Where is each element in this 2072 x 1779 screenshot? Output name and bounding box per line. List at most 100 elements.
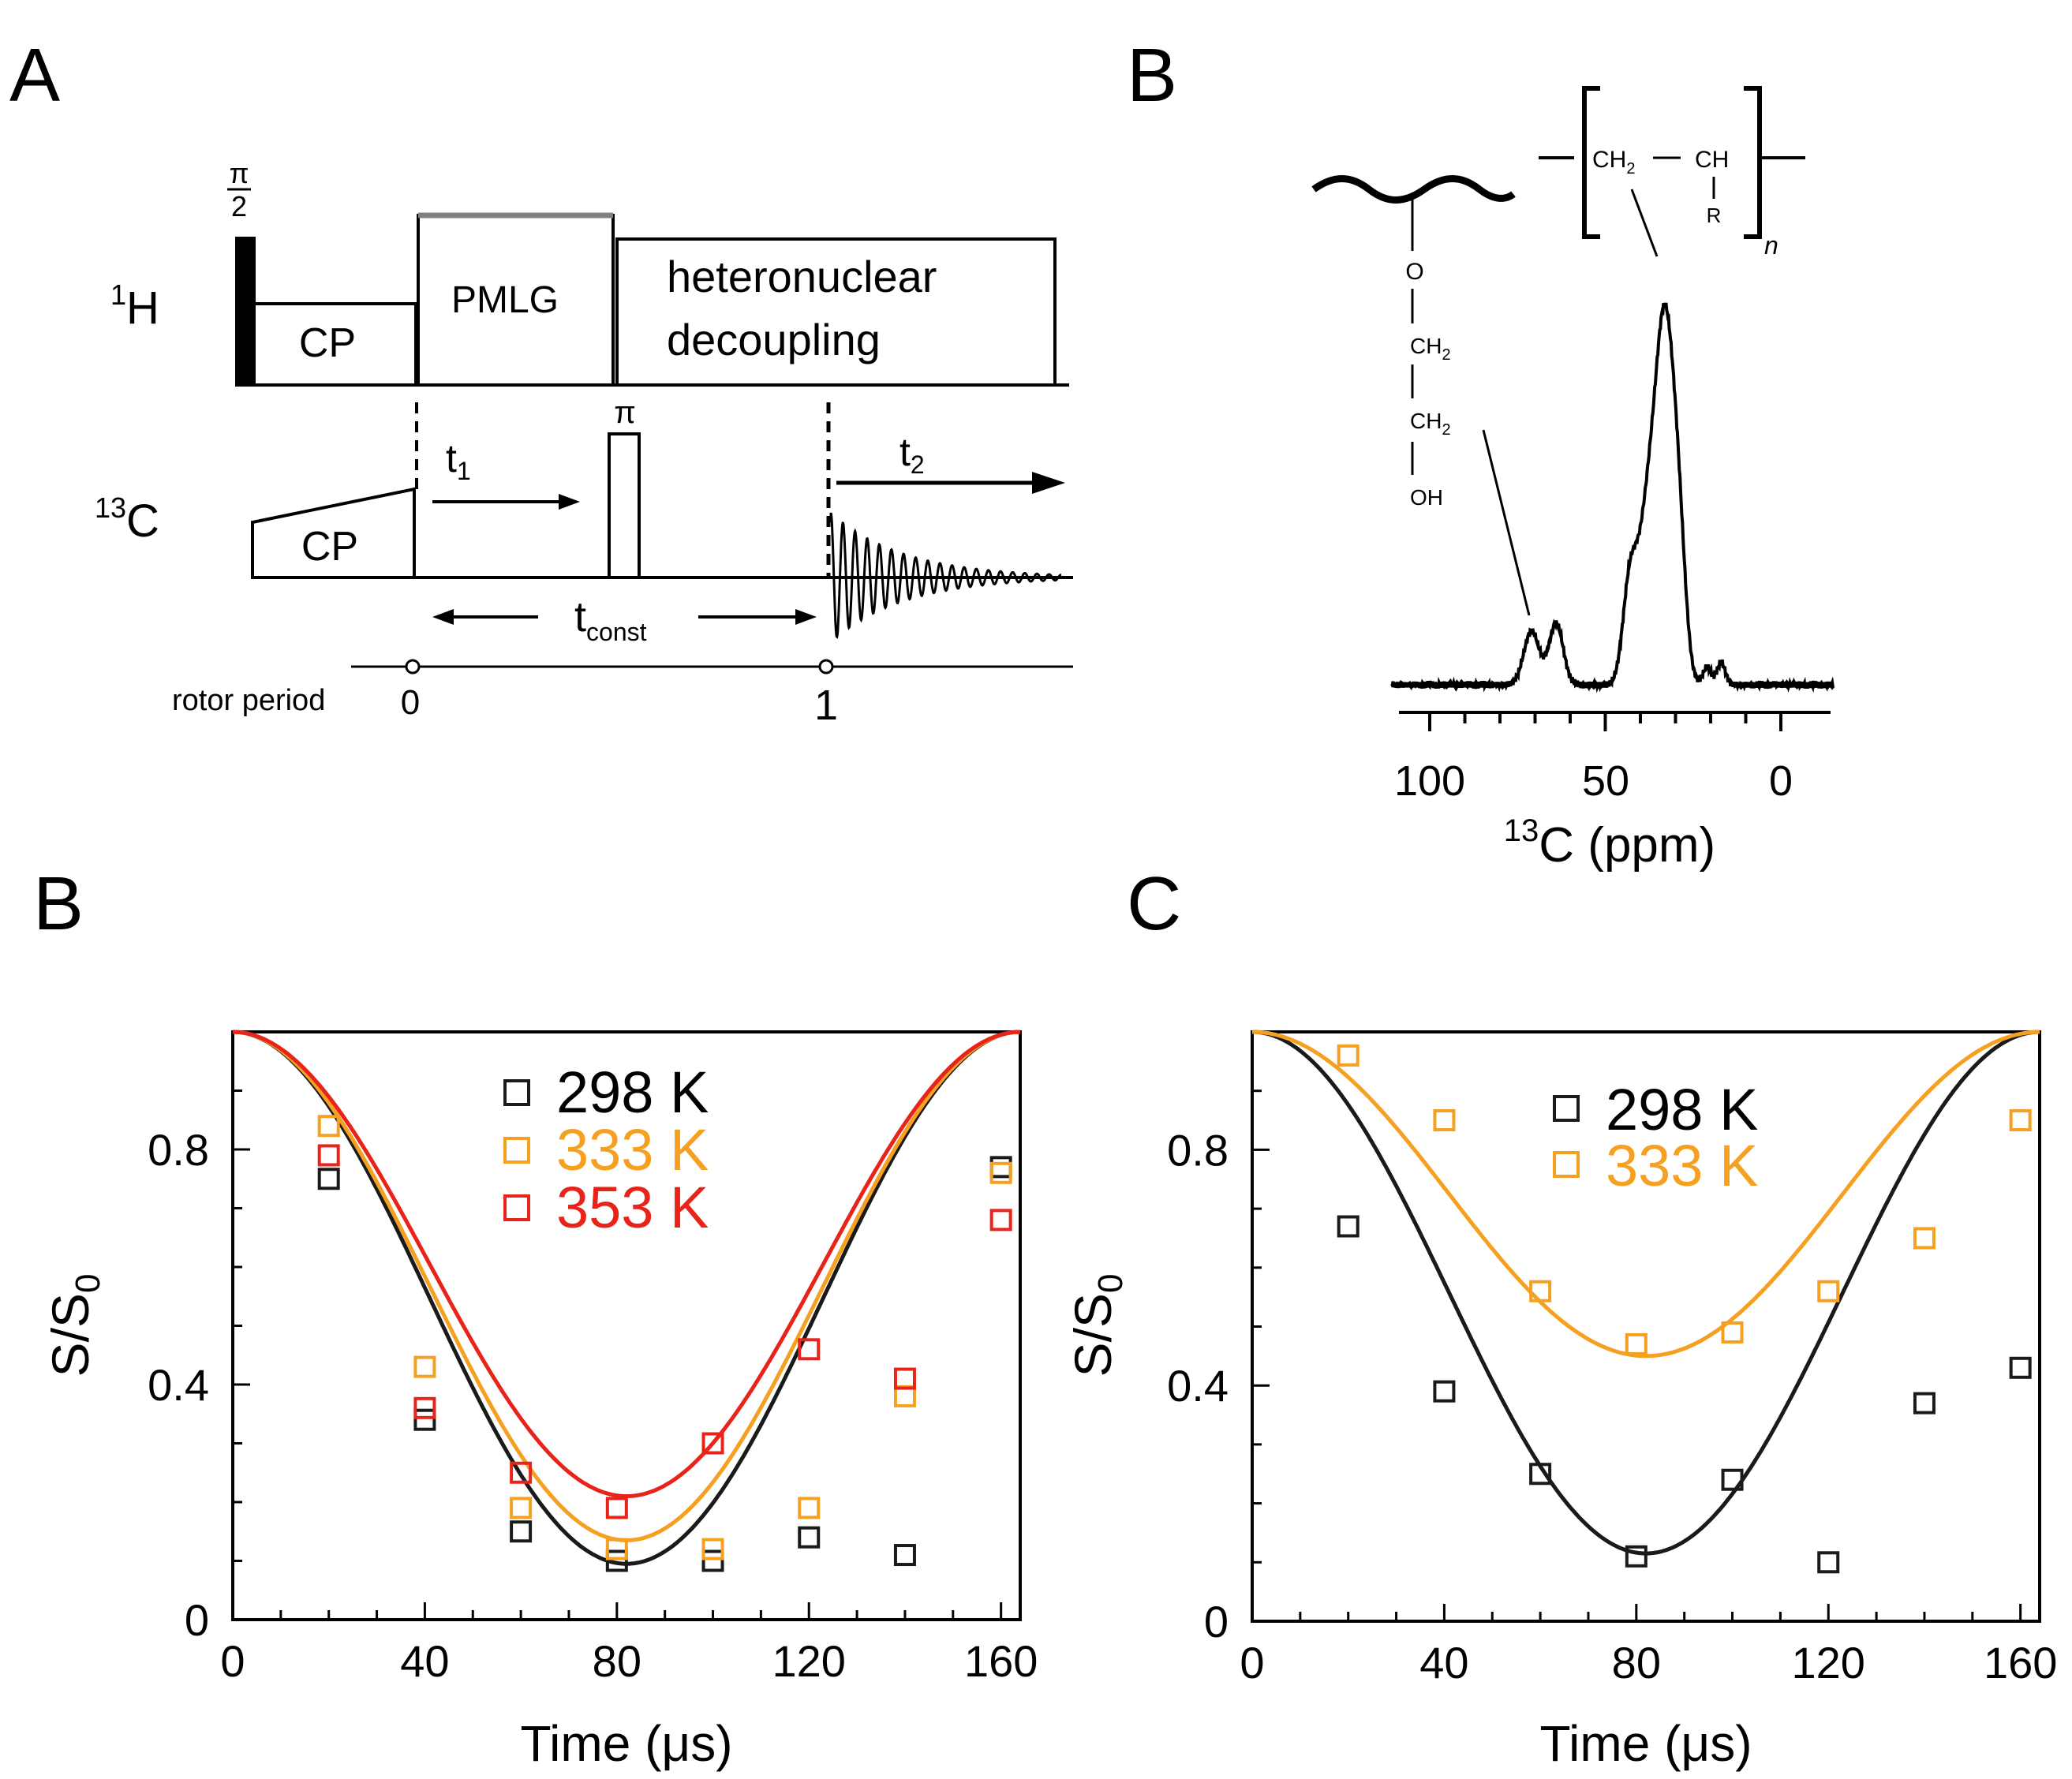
rotor-marker-1 <box>818 659 834 675</box>
chart-c-point-333 <box>1625 1332 1648 1355</box>
spectrum-tick-marks <box>1428 712 1782 731</box>
chart-c-point-333 <box>1913 1227 1935 1250</box>
chart-c-point-298 <box>1721 1468 1744 1491</box>
chart-b-x-label: Time (μs) <box>520 1715 732 1772</box>
cp-label-1h: CP <box>299 320 356 366</box>
chart-b: 0 40 80 120 160 0 0.4 0.8 Time (μs) S/S0… <box>41 1030 1038 1772</box>
chart-b-x-tick: 80 <box>593 1636 641 1686</box>
chart-c-point-298 <box>1337 1215 1360 1238</box>
chart-b-legend: 298 K 333 K 353 K <box>503 1060 709 1240</box>
chart-c-legend-label-298: 298 K <box>1606 1077 1758 1142</box>
pi-pulse-label: π <box>614 395 636 430</box>
chart-b-legend-label-298: 298 K <box>556 1060 709 1125</box>
chart-c-x-tick: 0 <box>1240 1638 1264 1687</box>
chart-c-x-label: Time (μs) <box>1539 1715 1752 1772</box>
chart-b-x-tick: 40 <box>400 1636 449 1686</box>
chart-c-fit-curve-333 <box>1252 1030 2040 1359</box>
chart-b-legend-marker-353 <box>503 1194 530 1221</box>
chart-b-y-tick: 0.8 <box>148 1125 209 1175</box>
chart-b-x-tick: 0 <box>220 1636 245 1686</box>
panel-label-b-top: B <box>1127 33 1177 118</box>
chart-c-point-298 <box>1433 1380 1456 1403</box>
chart-b-points <box>317 1115 1012 1572</box>
chart-b-point-353 <box>798 1338 821 1361</box>
chart-b-point-353 <box>510 1461 533 1484</box>
panel-label-a: A <box>9 33 60 118</box>
chart-b-point-353 <box>989 1209 1012 1231</box>
chart-c-legend-marker-333 <box>1553 1151 1580 1178</box>
chart-b-point-333 <box>605 1538 628 1560</box>
chart-c-point-298 <box>1913 1392 1935 1415</box>
rotor-tick-1: 1 <box>814 682 838 729</box>
tconst-arrow-right-head <box>795 609 817 625</box>
pi-half-pulse <box>235 237 256 387</box>
chart-c-y-tick: 0.8 <box>1167 1125 1229 1175</box>
chart-b-legend-marker-333 <box>503 1137 530 1164</box>
chart-c-point-333 <box>1529 1280 1552 1302</box>
chart-c-point-298 <box>1529 1463 1552 1486</box>
chart-c-point-333 <box>1817 1280 1840 1302</box>
chart-c-ticks <box>1251 1030 2022 1623</box>
chart-c-legend-marker-298 <box>1553 1095 1580 1122</box>
chart-c-point-298 <box>1817 1551 1840 1574</box>
chart-c-y-tick: 0.4 <box>1167 1361 1229 1411</box>
struct-ch2-b: CH2 <box>1410 409 1451 439</box>
pmlg-label: PMLG <box>451 279 559 321</box>
struct-ch: CH <box>1695 147 1729 173</box>
chart-b-point-353 <box>317 1144 340 1167</box>
chart-b-point-333 <box>317 1115 340 1138</box>
chart-b-y-tick-labels: 0 0.4 0.8 <box>148 1125 209 1645</box>
chart-b-point-298 <box>605 1549 628 1572</box>
chart-b-point-298 <box>413 1408 436 1431</box>
chart-b-legend-label-333: 333 K <box>556 1117 709 1183</box>
cp-ramp-13c <box>251 487 416 577</box>
chart-b-x-tick: 120 <box>772 1636 846 1686</box>
chart-b-point-333 <box>413 1355 436 1378</box>
tconst-label: tconst <box>574 593 647 646</box>
chart-c-x-tick-labels: 0 40 80 120 160 <box>1240 1638 2057 1687</box>
chart-c-point-298 <box>2009 1356 2032 1379</box>
decoupling-line-1: heteronuclear <box>667 252 937 301</box>
pulse-sequence-diagram: 1H π 2 CP PMLG heteronuclear decoupling … <box>95 157 1073 729</box>
rotor-tick-0: 0 <box>401 683 420 722</box>
pi-half-denominator: 2 <box>231 190 247 222</box>
chart-b-legend-marker-298 <box>503 1079 530 1106</box>
bracket-left <box>1582 86 1600 239</box>
chart-b-point-353 <box>893 1367 916 1390</box>
chart-c-x-tick: 40 <box>1419 1638 1468 1687</box>
struct-ch2-backbone: CH2 <box>1592 147 1635 178</box>
chart-c-point-333 <box>1433 1109 1456 1132</box>
chart-b-fit-curve-353 <box>232 1030 1021 1498</box>
channel-13c-label: 13C <box>95 491 159 547</box>
chart-c-x-tick: 120 <box>1792 1638 1865 1687</box>
struct-oh: OH <box>1410 485 1443 510</box>
spectrum-trace <box>1390 302 1835 693</box>
spectrum-tick-0: 0 <box>1769 757 1793 805</box>
chart-c-legend-label-333: 333 K <box>1606 1133 1758 1198</box>
spectrum-x-label: 13C (ppm) <box>1504 813 1715 873</box>
chart-b-point-333 <box>510 1497 533 1519</box>
chart-c: 0 40 80 120 160 0 0.4 0.8 Time (μs) S/S0… <box>1064 1030 2057 1772</box>
struct-pointer-ch2 <box>1482 429 1531 616</box>
decoupling-line-2: decoupling <box>667 315 881 364</box>
tconst-arrow-left-head <box>432 609 454 625</box>
chart-b-ticks <box>231 1030 1003 1621</box>
chart-c-x-tick: 80 <box>1612 1638 1661 1687</box>
pi-half-numerator: π <box>230 157 249 189</box>
cp-label-13c: CP <box>301 524 358 570</box>
chart-b-x-tick-labels: 0 40 80 120 160 <box>220 1636 1038 1686</box>
chart-b-point-298 <box>510 1520 533 1543</box>
chart-b-y-tick: 0.4 <box>148 1360 209 1410</box>
rotor-period-label: rotor period <box>172 684 325 717</box>
chart-b-point-333 <box>798 1497 821 1519</box>
chart-b-point-353 <box>701 1432 724 1455</box>
chart-c-y-tick: 0 <box>1204 1597 1229 1646</box>
chart-b-point-353 <box>413 1396 436 1419</box>
bracket-right <box>1744 86 1762 239</box>
t1-arrow-head <box>559 494 580 510</box>
chart-b-point-298 <box>317 1168 340 1190</box>
struct-pointer-backbone <box>1630 189 1659 257</box>
chart-b-point-298 <box>701 1549 724 1572</box>
chart-c-y-tick-labels: 0 0.4 0.8 <box>1167 1125 1229 1646</box>
